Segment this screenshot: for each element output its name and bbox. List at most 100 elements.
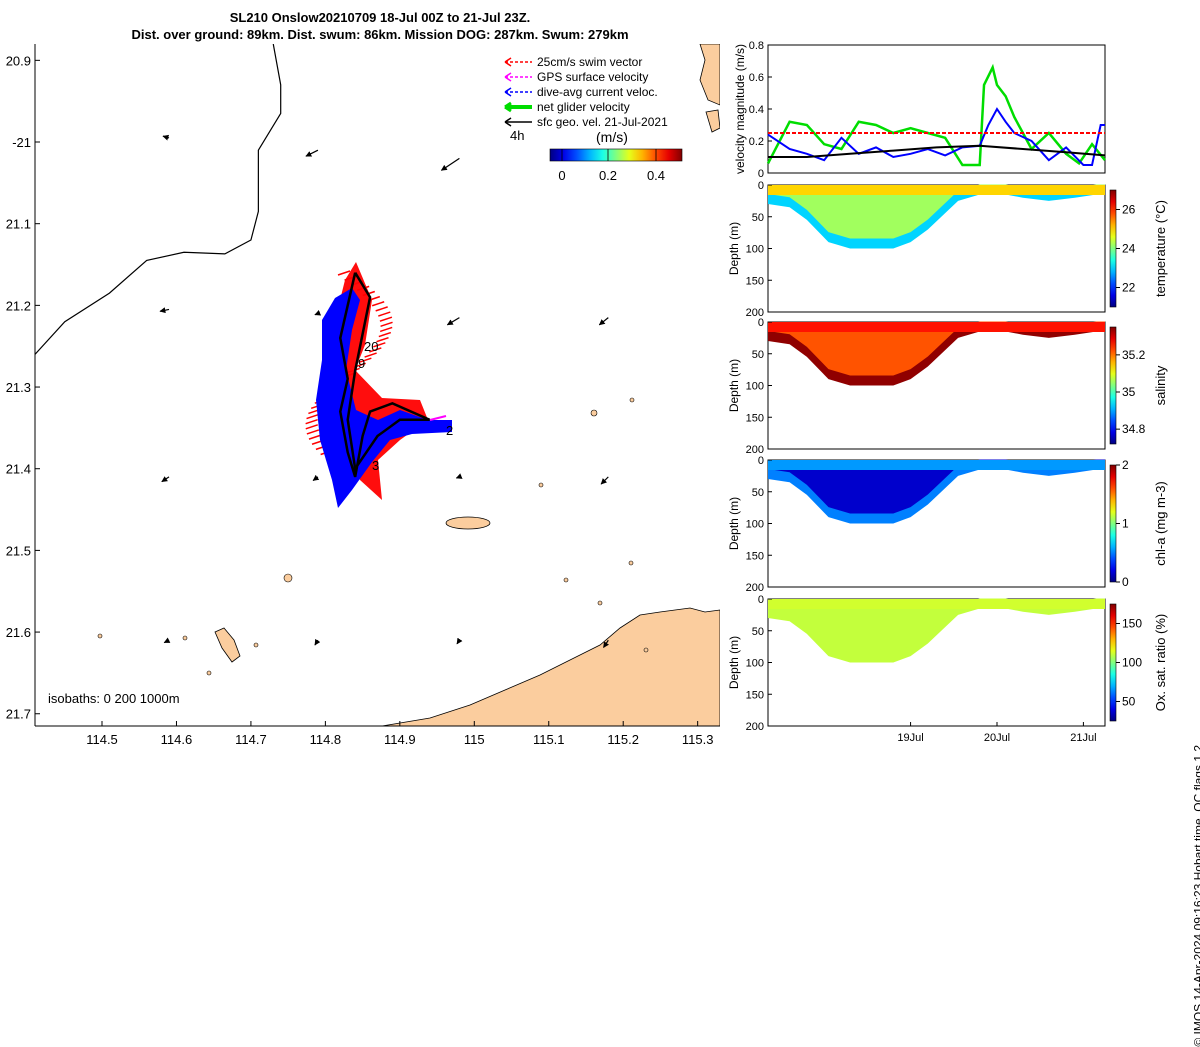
velocity-series-line <box>768 144 1106 158</box>
colorbar-title: (m/s) <box>596 129 628 145</box>
colorbar-tick-label: 1 <box>1122 517 1129 531</box>
swim-vector-arrow <box>364 352 377 358</box>
swim-vector-arrow <box>305 424 318 430</box>
day-label: 20 <box>364 339 378 354</box>
colorbar-tick-label: 2 <box>1122 458 1129 472</box>
depth-tick-label: 200 <box>746 307 764 319</box>
islet <box>538 482 544 488</box>
profile-surface-layer <box>768 185 1105 195</box>
depth-tick-label: 50 <box>752 626 764 638</box>
geo-velocity-arrow <box>161 476 170 483</box>
geo-velocity-arrow <box>446 317 460 326</box>
islet <box>283 573 293 583</box>
figure-title-line-2: Dist. over ground: 89km. Dist. swum: 86k… <box>131 27 629 42</box>
profile-deep-layer <box>768 598 1105 653</box>
profile-panel-3: 0 50 100 150 200 Depth (m) 0 1 2 chl-a (mg m-3) <box>727 455 1168 594</box>
depth-tick-label: 150 <box>746 412 764 424</box>
profile-surface-layer <box>768 599 1105 609</box>
map-colorbar <box>549 148 683 162</box>
day-label: 2 <box>446 423 453 438</box>
depth-tick-label: 0 <box>758 594 764 606</box>
depth-tick-label: 200 <box>746 444 764 456</box>
island-reef <box>445 516 491 530</box>
depth-tick-label: 200 <box>746 721 764 733</box>
swim-vector-arrow <box>306 429 320 435</box>
velocity-y-tick-label: 0.2 <box>749 136 764 148</box>
profile-deep-layer <box>768 184 1105 239</box>
day-label: 3 <box>372 458 379 473</box>
depth-axis-label: Depth (m) <box>727 497 741 550</box>
map-x-tick-label: 114.8 <box>310 732 342 747</box>
islet <box>643 647 649 653</box>
map-y-tick-label: 21.6 <box>6 625 31 640</box>
geo-velocity-arrow <box>162 134 170 141</box>
time-tick-label: 20Jul <box>984 732 1010 744</box>
geo-velocity-arrow <box>312 474 320 481</box>
depth-tick-label: 200 <box>746 582 764 594</box>
map-content: 20 9 2 3 <box>35 44 720 726</box>
depth-tick-label: 150 <box>746 689 764 701</box>
geo-velocity-arrow <box>455 473 463 479</box>
map-y-tick-label: -21 <box>12 135 31 150</box>
islet <box>705 109 720 133</box>
depth-tick-label: 0 <box>758 180 764 192</box>
profile-colorbar <box>1109 189 1117 308</box>
map-y-tick-label: 21.4 <box>6 462 31 477</box>
time-tick-label: 19Jul <box>897 732 923 744</box>
map-x-tick-label: 115.2 <box>607 732 639 747</box>
velocity-frame <box>767 44 1106 174</box>
islet <box>629 397 635 403</box>
colorbar-tick-label: 0.2 <box>599 168 617 183</box>
geo-velocity-arrow <box>603 639 610 648</box>
islet <box>590 409 598 417</box>
swim-vector-arrow <box>369 347 382 353</box>
colorbar-tick-label: 35 <box>1122 385 1136 399</box>
colorbar-tick-label: 22 <box>1122 281 1136 295</box>
legend-arrowhead <box>504 57 512 67</box>
map-x-tick-label: 115 <box>464 732 485 747</box>
geo-velocity-arrow <box>598 317 609 326</box>
map-x-tick-label: 114.5 <box>86 732 118 747</box>
island-north-east <box>699 44 720 106</box>
legend-label: 25cm/s swim vector <box>537 55 642 69</box>
islet <box>597 600 603 606</box>
colorbar-label: chl-a (mg m-3) <box>1153 481 1168 566</box>
depth-axis-label: Depth (m) <box>727 636 741 689</box>
colorbar-tick-label: 0 <box>1122 575 1129 589</box>
colorbar-tick-label: 100 <box>1122 656 1142 670</box>
profile-surface-layer <box>768 460 1105 470</box>
dive-avg-current-field <box>316 288 452 508</box>
profile-panel-1: 0 50 100 150 200 Depth (m) 22 24 26 temperature (… <box>727 180 1168 319</box>
velocity-y-tick-label: 0 <box>758 168 764 180</box>
legend-duration: 4h <box>510 128 524 143</box>
depth-tick-label: 100 <box>746 244 764 256</box>
island-south-west <box>214 627 241 663</box>
geo-velocity-arrow <box>314 638 321 646</box>
depth-axis-label: Depth (m) <box>727 359 741 412</box>
isobath-legend: isobaths: 0 200 1000m <box>48 691 180 706</box>
profile-deep-layer <box>768 459 1105 514</box>
colorbar-tick-label: 34.8 <box>1122 422 1146 436</box>
profile-colorbar <box>1109 603 1117 722</box>
colorbar-label: salinity <box>1153 365 1168 405</box>
velocity-series-line <box>766 63 1106 167</box>
depth-tick-label: 50 <box>752 349 764 361</box>
swim-vector-arrow <box>376 336 389 343</box>
colorbar-label: Ox. sat. ratio (%) <box>1153 614 1168 712</box>
depth-tick-label: 0 <box>758 455 764 467</box>
colorbar-tick-label: 26 <box>1122 203 1136 217</box>
profile-deep-layer <box>768 321 1105 376</box>
islet <box>563 577 569 583</box>
geo-velocity-arrow <box>600 476 609 485</box>
profile-colorbar <box>1109 326 1117 445</box>
legend-label: net glider velocity <box>537 100 630 114</box>
legend-arrowhead <box>504 72 512 82</box>
geo-velocity-arrow <box>440 157 460 171</box>
depth-tick-label: 50 <box>752 487 764 499</box>
colorbar-label: temperature (°C) <box>1153 200 1168 297</box>
map-y-tick-label: 21.1 <box>6 217 31 232</box>
map-x-tick-label: 114.9 <box>384 732 416 747</box>
geo-velocity-arrow <box>456 637 463 645</box>
islet <box>97 633 103 639</box>
